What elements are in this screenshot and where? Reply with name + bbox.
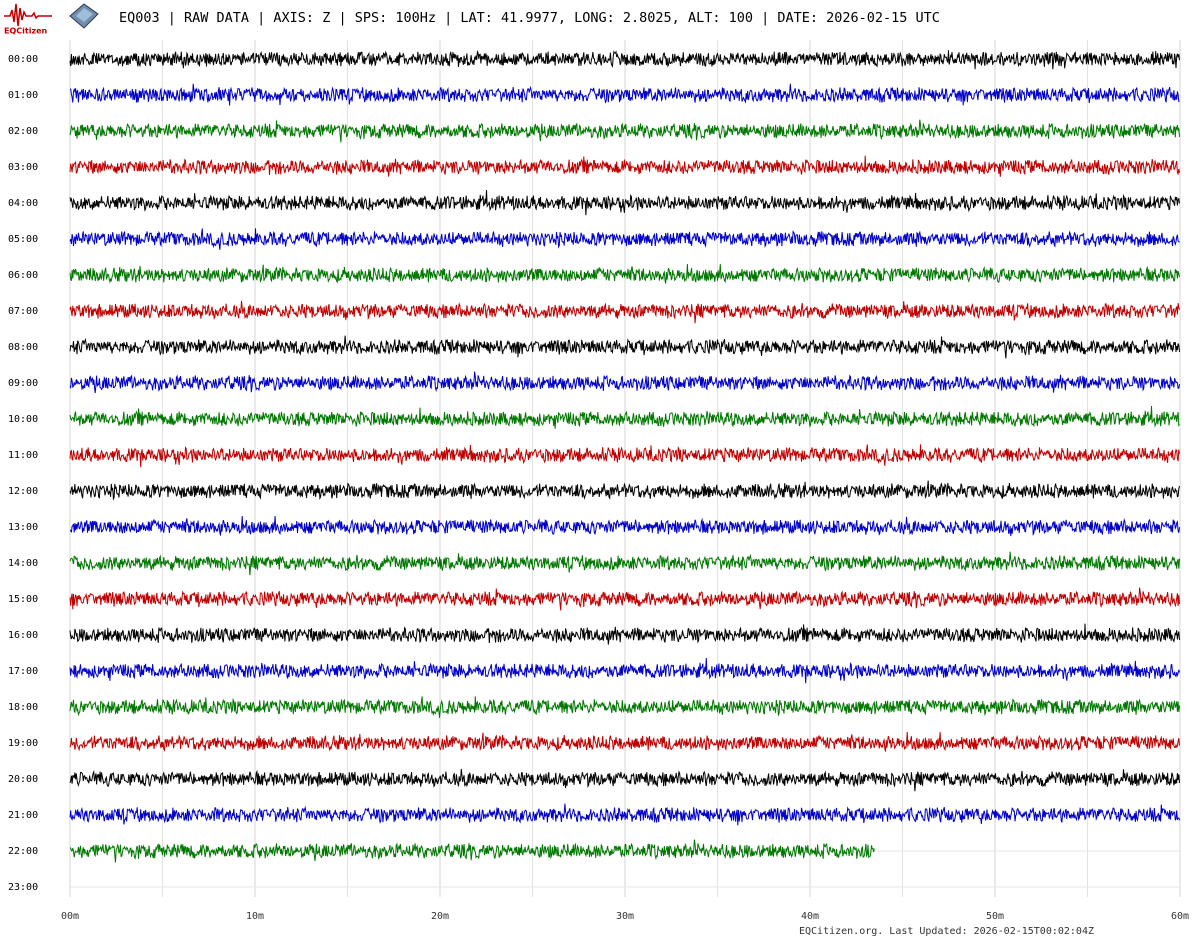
row-label: 17:00 xyxy=(8,666,38,677)
trace xyxy=(69,839,875,863)
row-label: 10:00 xyxy=(8,414,38,425)
row-label: 19:00 xyxy=(8,738,38,749)
row-label: 22:00 xyxy=(8,846,38,857)
x-tick-label: 20m xyxy=(431,911,449,922)
trace xyxy=(69,228,1180,250)
trace xyxy=(69,155,1180,177)
x-tick-label: 40m xyxy=(801,911,819,922)
row-label: 18:00 xyxy=(8,702,38,713)
row-label: 13:00 xyxy=(8,522,38,533)
trace xyxy=(69,189,1180,216)
trace xyxy=(69,480,1180,501)
trace xyxy=(69,657,1180,684)
trace xyxy=(69,587,1180,611)
trace xyxy=(69,263,1180,284)
trace xyxy=(69,696,1180,718)
trace xyxy=(69,623,1180,645)
trace xyxy=(70,83,1180,106)
row-label: 05:00 xyxy=(8,234,38,245)
row-label: 07:00 xyxy=(8,306,38,317)
trace xyxy=(69,551,1180,576)
x-tick-label: 10m xyxy=(246,911,264,922)
row-label: 06:00 xyxy=(8,270,38,281)
sensor-icon-face xyxy=(76,8,93,22)
logo-text: EQCitizen xyxy=(4,27,48,36)
logo: EQCitizen xyxy=(4,3,52,36)
trace xyxy=(69,371,1180,394)
row-label: 04:00 xyxy=(8,198,38,209)
row-label: 08:00 xyxy=(8,342,38,353)
trace xyxy=(69,731,1180,752)
trace xyxy=(69,768,1180,792)
trace xyxy=(69,335,1180,359)
row-label: 15:00 xyxy=(8,594,38,605)
trace xyxy=(69,405,1180,429)
x-tick-label: 00m xyxy=(61,911,79,922)
trace xyxy=(69,49,1180,70)
row-label: 03:00 xyxy=(8,162,38,173)
row-label: 09:00 xyxy=(8,378,38,389)
row-label: 11:00 xyxy=(8,450,38,461)
row-label: 12:00 xyxy=(8,486,38,497)
row-label: 02:00 xyxy=(8,126,38,137)
footer: EQCitizen.org. Last Updated: 2026-02-15T… xyxy=(799,926,1094,937)
row-label: 01:00 xyxy=(8,90,38,101)
trace xyxy=(69,444,1180,468)
trace xyxy=(69,119,1180,143)
chart-title: EQ003 | RAW DATA | AXIS: Z | SPS: 100Hz … xyxy=(119,10,940,26)
row-label: 20:00 xyxy=(8,774,38,785)
row-label: 00:00 xyxy=(8,54,38,65)
row-label: 23:00 xyxy=(8,882,38,893)
trace xyxy=(69,515,1180,537)
x-tick-label: 50m xyxy=(986,911,1004,922)
trace xyxy=(69,300,1180,324)
row-label: 14:00 xyxy=(8,558,38,569)
x-tick-label: 30m xyxy=(616,911,634,922)
row-label: 21:00 xyxy=(8,810,38,821)
sensor-icon xyxy=(69,3,99,29)
row-label: 16:00 xyxy=(8,630,38,641)
x-tick-label: 60m xyxy=(1171,911,1189,922)
trace xyxy=(69,803,1180,826)
logo-wave xyxy=(4,3,52,27)
